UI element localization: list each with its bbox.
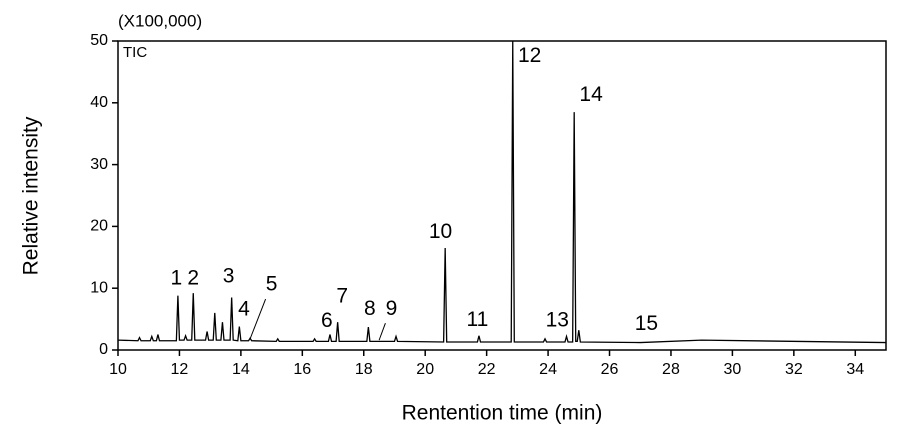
trace-label: TIC [123,44,147,61]
peak-label: 10 [429,220,452,243]
x-tick-label: 14 [232,361,250,378]
peak-label: 13 [546,309,569,332]
x-tick-label: 10 [109,361,127,378]
peak-label: 8 [364,297,376,320]
peak-label: 5 [266,273,278,296]
peak-label: 9 [386,297,398,320]
x-tick-label: 12 [171,361,189,378]
peak-label: 2 [187,266,199,289]
y-tick-label: 40 [90,94,108,111]
y-tick-label: 0 [99,341,108,358]
y-axis-label: Relative intensity [20,116,43,275]
x-tick-label: 20 [416,361,434,378]
peak-label: 1 [171,266,183,289]
plot-frame [117,40,887,351]
x-tick-label: 26 [601,361,619,378]
peak-label: 6 [321,309,333,332]
x-tick-label: 18 [355,361,373,378]
peak-leader [249,298,267,340]
unit-label: (X100,000) [118,11,202,30]
x-tick-label: 28 [662,361,680,378]
x-tick-label: 30 [724,361,742,378]
x-tick-label: 24 [539,361,557,378]
trace-line [117,40,887,344]
y-tick-label: 50 [90,32,108,49]
y-tick-label: 20 [90,218,108,235]
y-tick-label: 10 [90,279,108,296]
peak-label: 7 [336,284,348,307]
x-axis-label: Rentention time (min) [402,402,603,425]
x-tick-label: 22 [478,361,496,378]
y-tick-label: 30 [90,156,108,173]
x-tick-label: 16 [293,361,311,378]
peak-label: 4 [238,297,250,320]
peak-label: 14 [579,83,603,106]
peak-label: 11 [467,308,489,331]
peak-label: 12 [518,44,541,67]
x-tick-label: 32 [785,361,803,378]
x-tick-label: 34 [846,361,864,378]
peak-leader [378,323,386,341]
peak-label: 3 [223,265,235,288]
peak-label: 15 [635,312,658,335]
